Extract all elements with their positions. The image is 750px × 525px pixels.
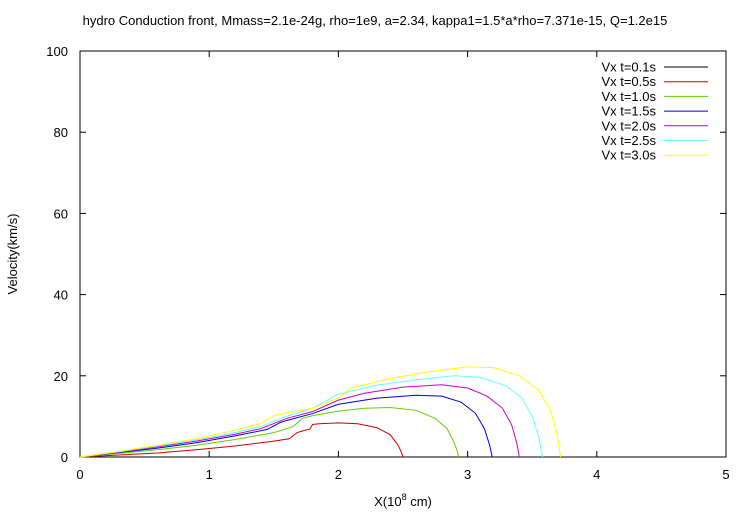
legend-label: Vx t=0.5s bbox=[601, 74, 656, 89]
legend-label: Vx t=2.0s bbox=[601, 118, 656, 133]
y-tick-label: 20 bbox=[54, 369, 68, 384]
x-tick-label: 2 bbox=[335, 467, 342, 482]
legend-label: Vx t=3.0s bbox=[601, 148, 656, 163]
y-axis-label: Velocity(km/s) bbox=[5, 214, 20, 295]
y-tick-label: 40 bbox=[54, 288, 68, 303]
legend-label: Vx t=1.5s bbox=[601, 104, 656, 119]
x-tick-label: 5 bbox=[722, 467, 729, 482]
legend-label: Vx t=0.1s bbox=[601, 60, 656, 75]
y-tick-label: 0 bbox=[61, 450, 68, 465]
y-tick-label: 100 bbox=[46, 44, 68, 59]
x-tick-labels: 0 1 2 3 4 5 bbox=[76, 467, 729, 482]
series-line-4 bbox=[79, 384, 520, 458]
chart-title: hydro Conduction front, Mmass=2.1e-24g, … bbox=[83, 13, 668, 28]
x-axis-label: X(108 cm) bbox=[374, 492, 432, 509]
x-tick-label: 3 bbox=[464, 467, 471, 482]
series-lines bbox=[79, 366, 562, 458]
legend-label: Vx t=1.0s bbox=[601, 89, 656, 104]
series-line-5 bbox=[79, 375, 544, 458]
x-axis-label-suffix: cm) bbox=[407, 494, 432, 509]
legend-label: Vx t=2.5s bbox=[601, 133, 656, 148]
x-axis-label-prefix: X(10 bbox=[374, 494, 401, 509]
x-tick-label: 1 bbox=[206, 467, 213, 482]
y-tick-labels: 0 20 40 60 80 100 bbox=[46, 44, 68, 465]
y-tick-label: 60 bbox=[54, 206, 68, 221]
x-tick-label: 0 bbox=[76, 467, 83, 482]
y-tick-label: 80 bbox=[54, 125, 68, 140]
series-line-6 bbox=[79, 366, 562, 458]
x-axis-label-exponent: 8 bbox=[402, 492, 407, 502]
x-tick-label: 4 bbox=[593, 467, 600, 482]
series-line-3 bbox=[79, 394, 493, 458]
series-line-2 bbox=[79, 406, 460, 458]
series-line-1 bbox=[79, 422, 404, 458]
